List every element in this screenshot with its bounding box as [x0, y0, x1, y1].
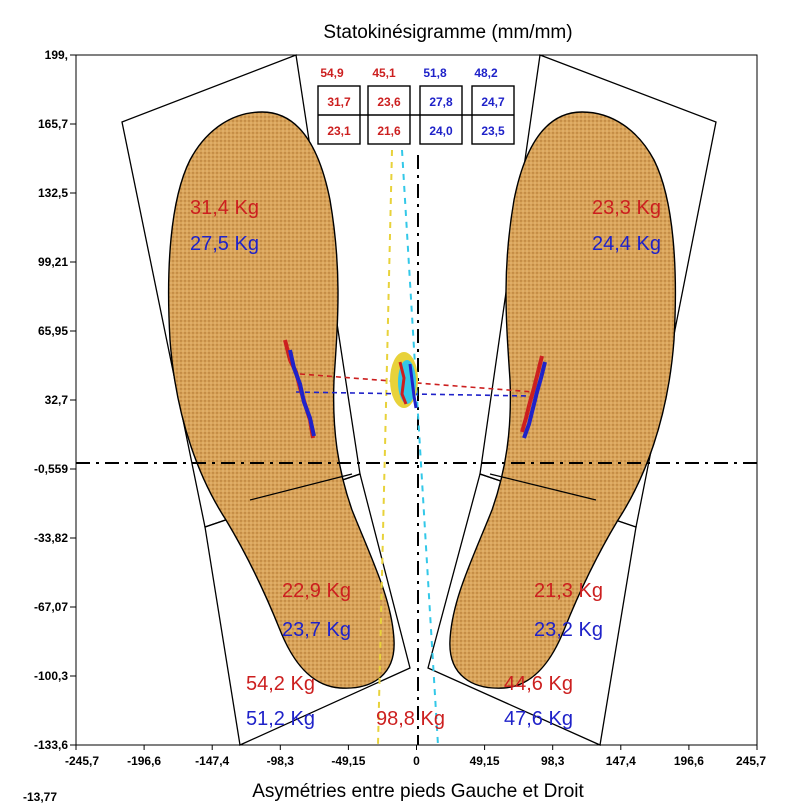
left-foot — [167, 111, 395, 689]
center-total-kg: 98,8 Kg — [376, 708, 445, 730]
right-foot — [449, 111, 677, 689]
x-tick-label: 147,4 — [606, 754, 636, 768]
header-row2-1: 23,1 — [327, 124, 351, 138]
header-top-3: 51,8 — [423, 66, 447, 80]
center-blue-trace — [408, 363, 418, 409]
x-tick-label: 49,15 — [470, 754, 500, 768]
y-tick-label: 99,21 — [38, 255, 68, 269]
header-row2-3: 24,0 — [429, 124, 453, 138]
right-total-blue-kg: 47,6 Kg — [504, 708, 573, 730]
x-tick-label: -147,4 — [195, 754, 229, 768]
x-tick-label: -196,6 — [127, 754, 161, 768]
bottom-corner-label: -13,77 — [23, 790, 57, 803]
center-red-trace — [398, 361, 408, 405]
x-tick-label: 245,7 — [736, 754, 766, 768]
right-front-blue-kg: 24,4 Kg — [592, 233, 661, 255]
x-tick-label: 0 — [413, 754, 420, 768]
y-tick-label: -100,3 — [34, 669, 68, 683]
left-rear-red-kg: 22,9 Kg — [282, 580, 351, 602]
x-tick-label: 196,6 — [674, 754, 704, 768]
y-tick-label: 132,5 — [38, 186, 68, 200]
right-front-red-kg: 23,3 Kg — [592, 197, 661, 219]
right-blue-trace — [522, 361, 547, 439]
header-row2-4: 23,5 — [481, 124, 505, 138]
y-tick-label: -133,6 — [34, 738, 68, 752]
y-tick-label: 65,95 — [38, 324, 68, 338]
header-top-1: 54,9 — [320, 66, 344, 80]
y-tick-label: -33,82 — [34, 531, 68, 545]
header-row2-2: 21,6 — [377, 124, 401, 138]
chart-title: Statokinésigramme (mm/mm) — [323, 22, 572, 43]
left-total-red-kg: 54,2 Kg — [246, 673, 315, 695]
left-total-blue-kg: 51,2 Kg — [246, 708, 315, 730]
header-top-4: 48,2 — [474, 66, 498, 80]
y-tick-label: 199, — [45, 48, 68, 62]
y-tick-label: 32,7 — [45, 393, 69, 407]
left-front-red-kg: 31,4 Kg — [190, 197, 259, 219]
cyan-guide-line — [401, 149, 439, 746]
header-row1-1: 31,7 — [327, 95, 351, 109]
x-tick-label: -49,15 — [331, 754, 365, 768]
left-blue-trace — [288, 349, 316, 437]
yellow-guide-line — [377, 149, 393, 746]
header-top-2: 45,1 — [372, 66, 396, 80]
y-tick-label: -67,07 — [34, 600, 68, 614]
right-total-red-kg: 44,6 Kg — [504, 673, 573, 695]
right-rear-red-kg: 21,3 Kg — [534, 580, 603, 602]
x-tick-label: -98,3 — [267, 754, 295, 768]
y-tick-label: -0,559 — [34, 462, 68, 476]
right-foot-divider — [489, 473, 597, 501]
y-axis-ticks: 199, 165,7 132,5 99,21 65,95 32,7 -0,559 -33,82… — [34, 48, 76, 752]
left-rear-blue-kg: 23,7 Kg — [282, 619, 351, 641]
x-axis-title: Asymétries entre pieds Gauche et Droit — [252, 781, 584, 802]
x-axis-ticks: -245,7 -196,6 -147,4 -98,3 -49,15 0 49,15 98,3 1… — [65, 745, 766, 768]
left-foot-divider — [249, 473, 353, 501]
x-tick-label: -245,7 — [65, 754, 99, 768]
right-rear-blue-kg: 23,2 Kg — [534, 619, 603, 641]
left-front-blue-kg: 27,5 Kg — [190, 233, 259, 255]
header-row1-2: 23,6 — [377, 95, 401, 109]
right-red-trace — [520, 355, 544, 433]
header-values: 54,9 45,1 51,8 48,2 31,7 23,6 27,8 24,7 … — [317, 66, 515, 145]
x-tick-label: 98,3 — [541, 754, 565, 768]
y-tick-label: 165,7 — [38, 117, 68, 131]
header-row1-3: 27,8 — [429, 95, 453, 109]
header-row1-4: 24,7 — [481, 95, 505, 109]
